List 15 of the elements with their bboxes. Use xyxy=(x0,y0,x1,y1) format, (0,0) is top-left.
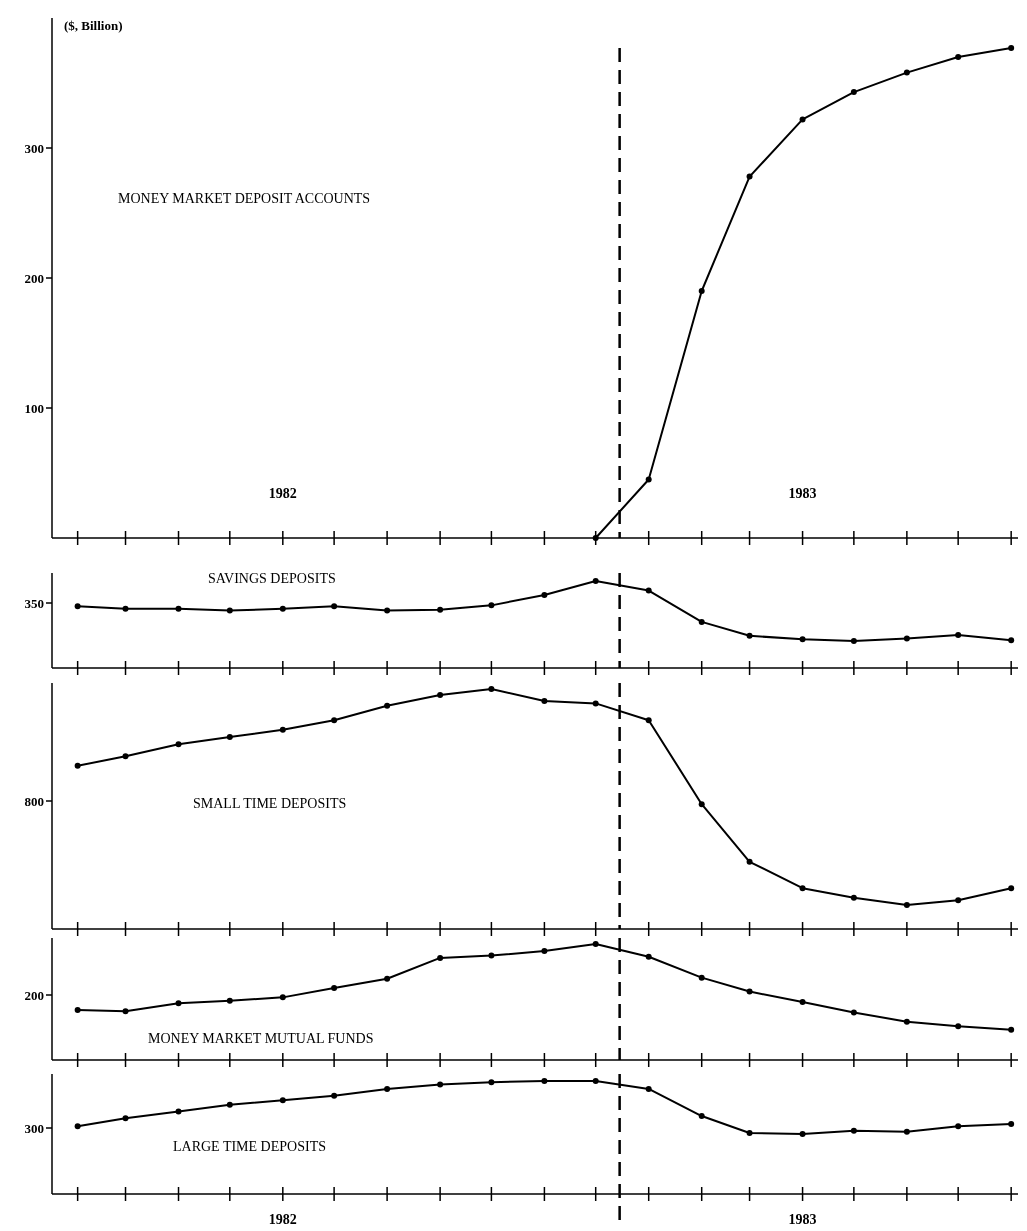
x-tick-label: 1983 xyxy=(788,1212,817,1227)
y-tick-label: 100 xyxy=(24,400,44,416)
x-tick-label: 1982 xyxy=(268,486,297,501)
y-axis-title: ($, Billion) xyxy=(64,18,123,33)
x-tick-label: 1982 xyxy=(268,1212,297,1227)
text: LARGE TIME DEPOSITS xyxy=(173,1138,326,1154)
y-tick-label: 300 xyxy=(24,140,44,156)
y-tick-label: 200 xyxy=(24,270,44,286)
x-tick-label: 1983 xyxy=(788,486,817,501)
text: MONEY MARKET MUTUAL FUNDS xyxy=(148,1030,374,1046)
text: 800 xyxy=(24,793,44,809)
text: 350 xyxy=(24,595,44,611)
chart-title: SAVINGS DEPOSITS xyxy=(208,570,336,586)
text: MONEY MARKET DEPOSIT ACCOUNTS xyxy=(118,190,371,206)
text: SMALL TIME DEPOSITS xyxy=(193,795,347,811)
